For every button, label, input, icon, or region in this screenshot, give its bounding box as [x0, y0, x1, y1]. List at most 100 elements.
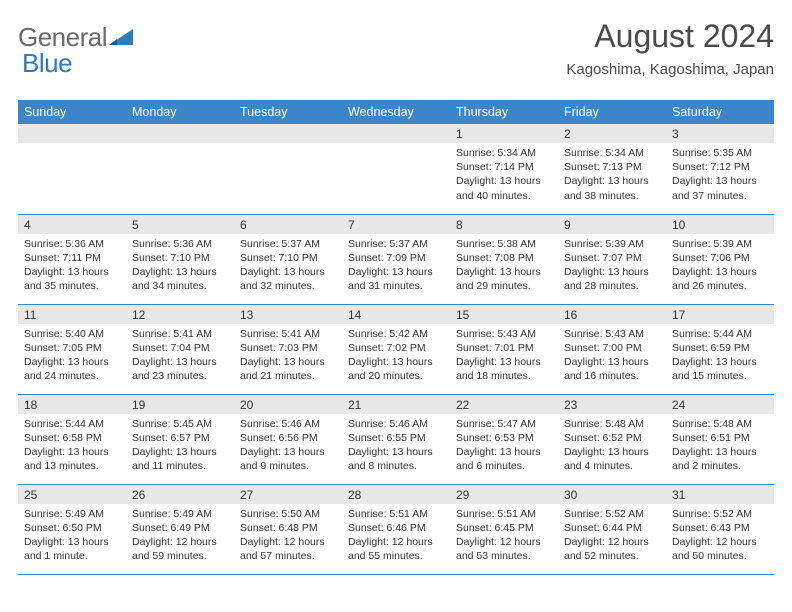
- calendar-cell: 17Sunrise: 5:44 AMSunset: 6:59 PMDayligh…: [666, 304, 774, 394]
- day-number: 1: [450, 124, 558, 143]
- day-number: 10: [666, 215, 774, 234]
- calendar-cell: 8Sunrise: 5:38 AMSunset: 7:08 PMDaylight…: [450, 214, 558, 304]
- day-number: 11: [18, 305, 126, 324]
- day-number: 15: [450, 305, 558, 324]
- calendar-week-row: 1Sunrise: 5:34 AMSunset: 7:14 PMDaylight…: [18, 124, 774, 214]
- day-number: 22: [450, 395, 558, 414]
- day-number-empty: [234, 124, 342, 143]
- calendar-cell: 15Sunrise: 5:43 AMSunset: 7:01 PMDayligh…: [450, 304, 558, 394]
- logo-triangle-icon: [109, 25, 137, 52]
- day-header-row: SundayMondayTuesdayWednesdayThursdayFrid…: [18, 100, 774, 124]
- day-content: Sunrise: 5:49 AMSunset: 6:50 PMDaylight:…: [18, 504, 126, 570]
- day-number: 19: [126, 395, 234, 414]
- day-content: Sunrise: 5:52 AMSunset: 6:43 PMDaylight:…: [666, 504, 774, 570]
- calendar-cell: 21Sunrise: 5:46 AMSunset: 6:55 PMDayligh…: [342, 394, 450, 484]
- day-number-empty: [126, 124, 234, 143]
- day-number: 30: [558, 485, 666, 504]
- calendar-week-row: 4Sunrise: 5:36 AMSunset: 7:11 PMDaylight…: [18, 214, 774, 304]
- day-content: Sunrise: 5:44 AMSunset: 6:59 PMDaylight:…: [666, 324, 774, 390]
- day-content: Sunrise: 5:48 AMSunset: 6:52 PMDaylight:…: [558, 414, 666, 480]
- day-content: Sunrise: 5:43 AMSunset: 7:00 PMDaylight:…: [558, 324, 666, 390]
- header: General August 2024 Kagoshima, Kagoshima…: [18, 18, 774, 78]
- calendar-cell: 7Sunrise: 5:37 AMSunset: 7:09 PMDaylight…: [342, 214, 450, 304]
- day-header: Thursday: [450, 100, 558, 124]
- day-content: Sunrise: 5:48 AMSunset: 6:51 PMDaylight:…: [666, 414, 774, 480]
- day-content: Sunrise: 5:49 AMSunset: 6:49 PMDaylight:…: [126, 504, 234, 570]
- calendar-cell: 4Sunrise: 5:36 AMSunset: 7:11 PMDaylight…: [18, 214, 126, 304]
- day-number: 3: [666, 124, 774, 143]
- logo-text-blue: Blue: [22, 48, 72, 78]
- day-header: Monday: [126, 100, 234, 124]
- day-number-empty: [18, 124, 126, 143]
- calendar-cell: 6Sunrise: 5:37 AMSunset: 7:10 PMDaylight…: [234, 214, 342, 304]
- day-content: Sunrise: 5:51 AMSunset: 6:45 PMDaylight:…: [450, 504, 558, 570]
- day-number: 29: [450, 485, 558, 504]
- day-number: 9: [558, 215, 666, 234]
- title-block: August 2024 Kagoshima, Kagoshima, Japan: [566, 18, 774, 78]
- calendar-cell: [342, 124, 450, 214]
- calendar-cell: 19Sunrise: 5:45 AMSunset: 6:57 PMDayligh…: [126, 394, 234, 484]
- day-header: Friday: [558, 100, 666, 124]
- calendar-cell: 22Sunrise: 5:47 AMSunset: 6:53 PMDayligh…: [450, 394, 558, 484]
- day-content: Sunrise: 5:38 AMSunset: 7:08 PMDaylight:…: [450, 234, 558, 300]
- day-header: Saturday: [666, 100, 774, 124]
- day-content: Sunrise: 5:37 AMSunset: 7:09 PMDaylight:…: [342, 234, 450, 300]
- calendar-cell: 14Sunrise: 5:42 AMSunset: 7:02 PMDayligh…: [342, 304, 450, 394]
- calendar-week-row: 18Sunrise: 5:44 AMSunset: 6:58 PMDayligh…: [18, 394, 774, 484]
- month-title: August 2024: [566, 18, 774, 55]
- day-content: Sunrise: 5:42 AMSunset: 7:02 PMDaylight:…: [342, 324, 450, 390]
- day-number: 2: [558, 124, 666, 143]
- day-number: 5: [126, 215, 234, 234]
- day-number: 26: [126, 485, 234, 504]
- day-number: 18: [18, 395, 126, 414]
- day-content: Sunrise: 5:34 AMSunset: 7:13 PMDaylight:…: [558, 143, 666, 209]
- logo-text-blue-wrapper: Blue: [22, 48, 72, 79]
- day-content: Sunrise: 5:41 AMSunset: 7:03 PMDaylight:…: [234, 324, 342, 390]
- calendar-cell: 16Sunrise: 5:43 AMSunset: 7:00 PMDayligh…: [558, 304, 666, 394]
- day-header: Tuesday: [234, 100, 342, 124]
- calendar-cell: 2Sunrise: 5:34 AMSunset: 7:13 PMDaylight…: [558, 124, 666, 214]
- calendar-week-row: 11Sunrise: 5:40 AMSunset: 7:05 PMDayligh…: [18, 304, 774, 394]
- day-content: Sunrise: 5:36 AMSunset: 7:11 PMDaylight:…: [18, 234, 126, 300]
- day-content: Sunrise: 5:46 AMSunset: 6:56 PMDaylight:…: [234, 414, 342, 480]
- day-content: Sunrise: 5:45 AMSunset: 6:57 PMDaylight:…: [126, 414, 234, 480]
- location-text: Kagoshima, Kagoshima, Japan: [566, 61, 774, 78]
- calendar-cell: [234, 124, 342, 214]
- calendar-cell: 20Sunrise: 5:46 AMSunset: 6:56 PMDayligh…: [234, 394, 342, 484]
- day-number: 12: [126, 305, 234, 324]
- day-content: Sunrise: 5:46 AMSunset: 6:55 PMDaylight:…: [342, 414, 450, 480]
- day-number: 21: [342, 395, 450, 414]
- day-content: Sunrise: 5:47 AMSunset: 6:53 PMDaylight:…: [450, 414, 558, 480]
- calendar-cell: 3Sunrise: 5:35 AMSunset: 7:12 PMDaylight…: [666, 124, 774, 214]
- day-content: Sunrise: 5:40 AMSunset: 7:05 PMDaylight:…: [18, 324, 126, 390]
- calendar-cell: 10Sunrise: 5:39 AMSunset: 7:06 PMDayligh…: [666, 214, 774, 304]
- calendar-head: SundayMondayTuesdayWednesdayThursdayFrid…: [18, 100, 774, 124]
- day-number: 28: [342, 485, 450, 504]
- calendar-cell: 29Sunrise: 5:51 AMSunset: 6:45 PMDayligh…: [450, 484, 558, 574]
- calendar-cell: 5Sunrise: 5:36 AMSunset: 7:10 PMDaylight…: [126, 214, 234, 304]
- day-number: 16: [558, 305, 666, 324]
- day-number: 27: [234, 485, 342, 504]
- calendar-cell: 31Sunrise: 5:52 AMSunset: 6:43 PMDayligh…: [666, 484, 774, 574]
- day-content: Sunrise: 5:50 AMSunset: 6:48 PMDaylight:…: [234, 504, 342, 570]
- day-number: 20: [234, 395, 342, 414]
- calendar-table: SundayMondayTuesdayWednesdayThursdayFrid…: [18, 100, 774, 575]
- day-content: Sunrise: 5:35 AMSunset: 7:12 PMDaylight:…: [666, 143, 774, 209]
- day-number: 31: [666, 485, 774, 504]
- calendar-cell: 26Sunrise: 5:49 AMSunset: 6:49 PMDayligh…: [126, 484, 234, 574]
- day-header: Sunday: [18, 100, 126, 124]
- day-number: 7: [342, 215, 450, 234]
- day-content: Sunrise: 5:36 AMSunset: 7:10 PMDaylight:…: [126, 234, 234, 300]
- calendar-cell: 13Sunrise: 5:41 AMSunset: 7:03 PMDayligh…: [234, 304, 342, 394]
- calendar-cell: 12Sunrise: 5:41 AMSunset: 7:04 PMDayligh…: [126, 304, 234, 394]
- day-content: Sunrise: 5:52 AMSunset: 6:44 PMDaylight:…: [558, 504, 666, 570]
- day-content: Sunrise: 5:43 AMSunset: 7:01 PMDaylight:…: [450, 324, 558, 390]
- day-number: 17: [666, 305, 774, 324]
- calendar-cell: 24Sunrise: 5:48 AMSunset: 6:51 PMDayligh…: [666, 394, 774, 484]
- calendar-cell: 18Sunrise: 5:44 AMSunset: 6:58 PMDayligh…: [18, 394, 126, 484]
- day-content: Sunrise: 5:51 AMSunset: 6:46 PMDaylight:…: [342, 504, 450, 570]
- calendar-cell: 1Sunrise: 5:34 AMSunset: 7:14 PMDaylight…: [450, 124, 558, 214]
- calendar-cell: 23Sunrise: 5:48 AMSunset: 6:52 PMDayligh…: [558, 394, 666, 484]
- day-content: Sunrise: 5:34 AMSunset: 7:14 PMDaylight:…: [450, 143, 558, 209]
- day-number: 14: [342, 305, 450, 324]
